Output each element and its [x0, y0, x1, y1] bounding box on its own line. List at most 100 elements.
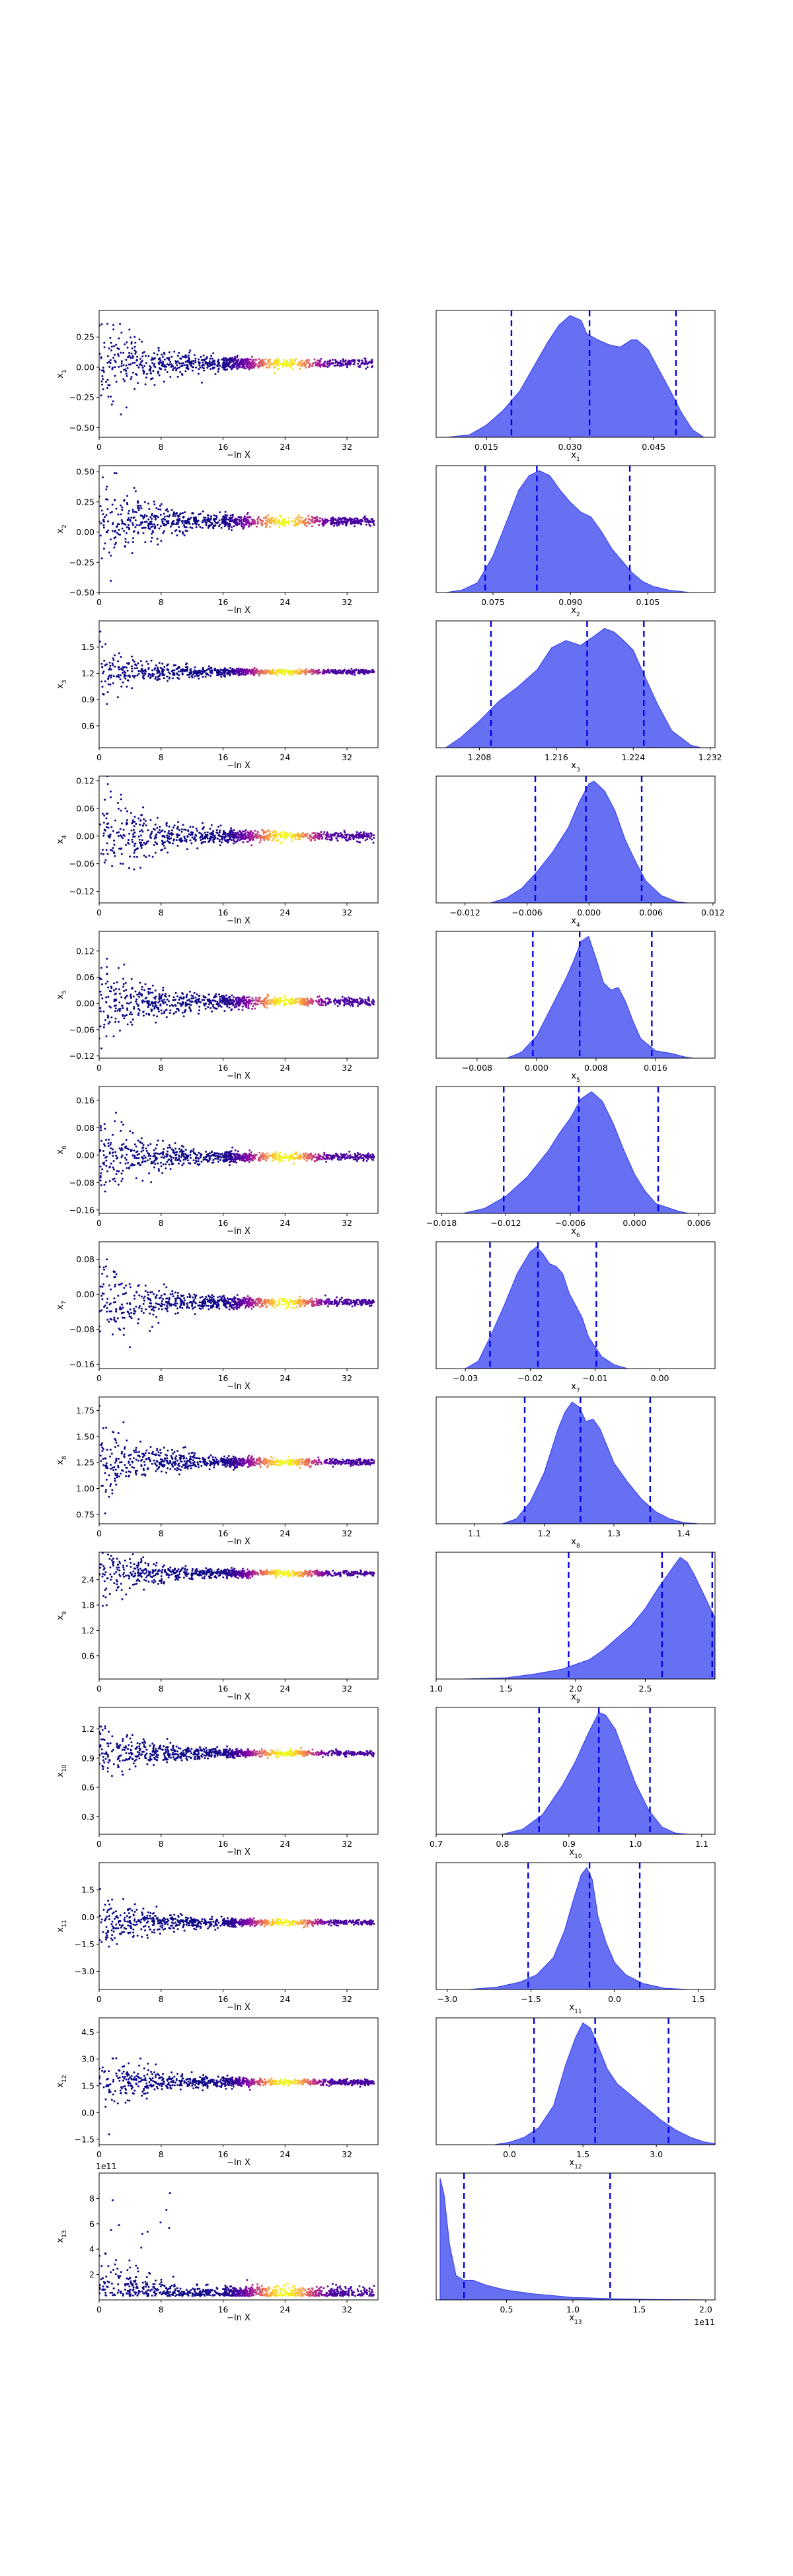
trace-point: [139, 523, 142, 526]
trace-point: [239, 999, 241, 1001]
trace-point: [294, 517, 297, 520]
trace-point: [229, 361, 232, 363]
trace-point: [300, 365, 303, 368]
trace-point: [371, 365, 373, 367]
trace-point: [125, 359, 128, 361]
trace-point: [147, 991, 150, 993]
trace-point: [199, 671, 201, 674]
trace-point: [247, 670, 250, 672]
trace-point: [270, 1000, 273, 1003]
trace-point: [208, 514, 210, 517]
trace-point: [159, 672, 162, 675]
trace-point: [103, 1143, 106, 1145]
trace-point: [204, 996, 206, 999]
trace-point: [103, 1163, 106, 1166]
trace-point: [327, 668, 330, 671]
trace-point: [100, 394, 102, 397]
trace-point: [117, 353, 119, 355]
trace-point: [262, 672, 264, 675]
trace-point: [128, 328, 131, 331]
trace-point: [128, 517, 130, 519]
trace-point: [188, 676, 190, 678]
trace-point: [215, 671, 218, 674]
trace-point: [109, 834, 112, 836]
trace-point: [180, 520, 183, 522]
trace-point: [313, 836, 316, 838]
trace-point: [355, 668, 358, 670]
trace-point: [153, 363, 156, 365]
trace-point: [202, 826, 205, 828]
trace-point: [179, 357, 182, 360]
trace-point: [269, 999, 272, 1001]
trace-point: [100, 993, 102, 996]
trace-point: [168, 830, 170, 832]
trace-point: [149, 522, 152, 524]
trace-point: [290, 1003, 293, 1005]
trace-point: [248, 362, 251, 365]
trace-point: [284, 832, 287, 834]
trace-point: [151, 1001, 153, 1003]
trace-point: [111, 530, 114, 532]
trace-point: [132, 522, 134, 524]
trace-point: [175, 668, 178, 670]
trace-point: [231, 994, 233, 997]
trace-point: [182, 512, 184, 515]
trace-point: [182, 1001, 184, 1003]
trace-point: [170, 837, 172, 840]
trace-point: [114, 1010, 116, 1013]
x-tick-label: 16: [218, 908, 229, 917]
trace-point: [283, 1004, 285, 1007]
trace-point: [248, 1001, 251, 1003]
trace-point: [107, 986, 109, 989]
trace-point: [348, 997, 351, 1000]
trace-point: [321, 363, 322, 366]
trace-point: [246, 357, 248, 360]
trace-point: [130, 517, 133, 519]
trace-point: [220, 995, 223, 997]
trace-point: [167, 836, 169, 839]
trace-point: [130, 993, 132, 996]
trace-point: [208, 518, 210, 520]
trace-point: [290, 674, 293, 676]
trace-point: [112, 400, 114, 403]
trace-point: [187, 517, 190, 520]
trace-point: [105, 1139, 107, 1141]
trace-point: [264, 669, 267, 672]
trace-point: [207, 1006, 209, 1009]
trace-point: [109, 1143, 112, 1146]
trace-point: [212, 352, 215, 355]
trace-point: [151, 536, 153, 539]
trace-point: [135, 351, 137, 353]
trace-point: [280, 668, 283, 671]
x-tick-label: 0.015: [474, 442, 498, 452]
trace-point: [194, 675, 196, 678]
trace-point: [139, 830, 141, 833]
trace-point: [136, 847, 139, 849]
trace-point: [212, 367, 214, 370]
trace-point: [185, 995, 188, 997]
trace-point: [214, 667, 216, 670]
trace-point: [184, 837, 186, 840]
x-axis-label: x3: [571, 761, 580, 773]
trace-point: [229, 829, 232, 832]
trace-point: [328, 838, 331, 841]
trace-point: [178, 351, 180, 354]
trace-point: [352, 1157, 354, 1159]
axes-frame: [98, 775, 379, 904]
trace-point: [248, 836, 250, 838]
trace-point: [151, 525, 154, 528]
trace-point: [176, 844, 179, 847]
y-axis-label: x2: [56, 524, 68, 533]
trace-point: [197, 519, 200, 522]
trace-point: [110, 668, 112, 671]
trace-point: [307, 515, 310, 517]
trace-point: [263, 831, 265, 834]
trace-point: [267, 829, 270, 832]
trace-point: [222, 999, 225, 1001]
trace-point: [231, 999, 233, 1002]
trace-point: [283, 522, 285, 524]
trace-point: [127, 674, 130, 677]
trace-point: [317, 670, 319, 672]
trace-point: [284, 838, 287, 840]
